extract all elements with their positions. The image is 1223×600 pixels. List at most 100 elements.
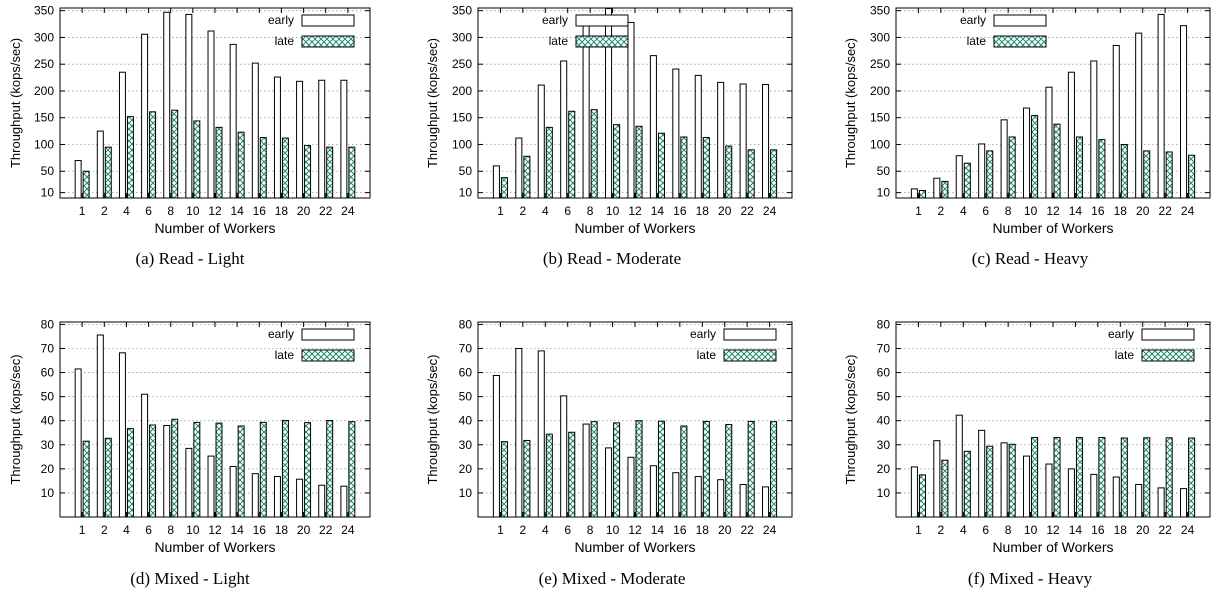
x-tick-label: 12 [208, 204, 222, 218]
legend-label-early: early [690, 327, 716, 341]
bar-early [762, 84, 770, 199]
bar-late [941, 180, 949, 199]
bar-early [560, 60, 568, 199]
bar-late [770, 149, 778, 199]
bar-early [1180, 488, 1188, 518]
y-tick-label: 150 [452, 111, 472, 125]
x-tick-label: 20 [297, 523, 311, 537]
x-tick-label: 18 [696, 204, 710, 218]
y-tick-label: 10 [459, 486, 473, 500]
x-tick-label: 18 [696, 523, 710, 537]
bar-early [207, 30, 215, 199]
bar-late [657, 420, 665, 518]
bar-early [492, 165, 500, 199]
subfigure-caption: (a) Read - Light [135, 249, 244, 268]
bar-late [104, 146, 112, 199]
y-tick-label: 40 [877, 414, 891, 428]
y-tick-label: 80 [877, 317, 891, 331]
x-tick-label: 2 [938, 523, 945, 537]
x-tick-label: 18 [275, 523, 289, 537]
bar-late [568, 431, 576, 518]
subfigure-caption: (f) Mixed - Heavy [968, 569, 1093, 588]
x-tick-label: 8 [1005, 523, 1012, 537]
y-tick-label: 60 [459, 366, 473, 380]
x-tick-label: 2 [520, 523, 527, 537]
bar-early [933, 440, 941, 518]
bar-late [1053, 123, 1061, 199]
legend-swatch-early [723, 328, 777, 341]
x-tick-label: 1 [497, 204, 504, 218]
x-tick-label: 20 [1136, 204, 1150, 218]
bar-late [1165, 151, 1173, 199]
x-tick-label: 18 [1114, 204, 1128, 218]
bar-early [163, 11, 171, 199]
x-tick-label: 1 [79, 523, 86, 537]
x-tick-label: 18 [275, 204, 289, 218]
y-axis-label: Throughput (kops/sec) [425, 38, 440, 168]
x-tick-label: 1 [497, 523, 504, 537]
bar-late [348, 421, 356, 518]
plot-frame [895, 321, 1211, 518]
y-axis-label: Throughput (kops/sec) [8, 354, 23, 484]
bar-late [126, 428, 134, 518]
y-tick-label: 80 [41, 317, 55, 331]
y-tick-label: 350 [452, 4, 472, 18]
y-tick-label: 50 [459, 164, 473, 178]
x-tick-label: 1 [915, 523, 922, 537]
x-axis-label: Number of Workers [154, 539, 275, 555]
y-tick-label: 30 [41, 438, 55, 452]
y-tick-label: 40 [41, 414, 55, 428]
bar-late [963, 450, 971, 518]
bar-early [273, 76, 281, 199]
y-tick-label: 150 [870, 111, 890, 125]
bar-early [739, 83, 747, 199]
legend-swatch-late [1141, 349, 1195, 362]
y-tick-label: 30 [459, 438, 473, 452]
bar-early [515, 347, 523, 518]
bar-early [1045, 86, 1053, 199]
bar-early [1135, 484, 1143, 518]
plot-frame [895, 7, 1211, 199]
y-tick-label: 300 [870, 30, 890, 44]
bar-late [1188, 154, 1196, 199]
bar-early [229, 465, 237, 518]
x-tick-label: 8 [167, 523, 174, 537]
bar-early [717, 81, 725, 199]
bar-early [340, 79, 348, 199]
x-tick-label: 4 [960, 523, 967, 537]
x-tick-label: 10 [1024, 204, 1038, 218]
bar-early [207, 455, 215, 518]
legend-swatch-late [575, 35, 629, 48]
y-tick-label: 60 [41, 366, 55, 380]
legend-swatch-early [301, 328, 355, 341]
bar-late [281, 419, 289, 518]
x-tick-label: 24 [763, 204, 777, 218]
bar-late [215, 126, 223, 199]
bar-early [1090, 60, 1098, 199]
y-tick-label: 350 [34, 4, 54, 18]
x-axis-label: Number of Workers [574, 539, 695, 555]
bar-late [986, 445, 994, 518]
x-tick-label: 22 [319, 204, 333, 218]
bar-early [627, 456, 635, 518]
bar-early [118, 71, 126, 199]
x-tick-label: 6 [564, 523, 571, 537]
y-tick-label: 20 [459, 462, 473, 476]
bar-early [537, 84, 545, 199]
y-tick-label: 50 [877, 164, 891, 178]
x-tick-label: 6 [564, 204, 571, 218]
x-tick-label: 6 [145, 523, 152, 537]
bar-early [978, 429, 986, 518]
bar-late [215, 422, 223, 518]
y-tick-label: 250 [34, 57, 54, 71]
bar-late [104, 437, 112, 518]
bar-late [568, 110, 576, 199]
x-tick-label: 14 [230, 204, 244, 218]
bar-late [680, 425, 688, 518]
x-axis-label: Number of Workers [574, 220, 695, 236]
bar-early [910, 466, 918, 518]
x-tick-label: 1 [915, 204, 922, 218]
